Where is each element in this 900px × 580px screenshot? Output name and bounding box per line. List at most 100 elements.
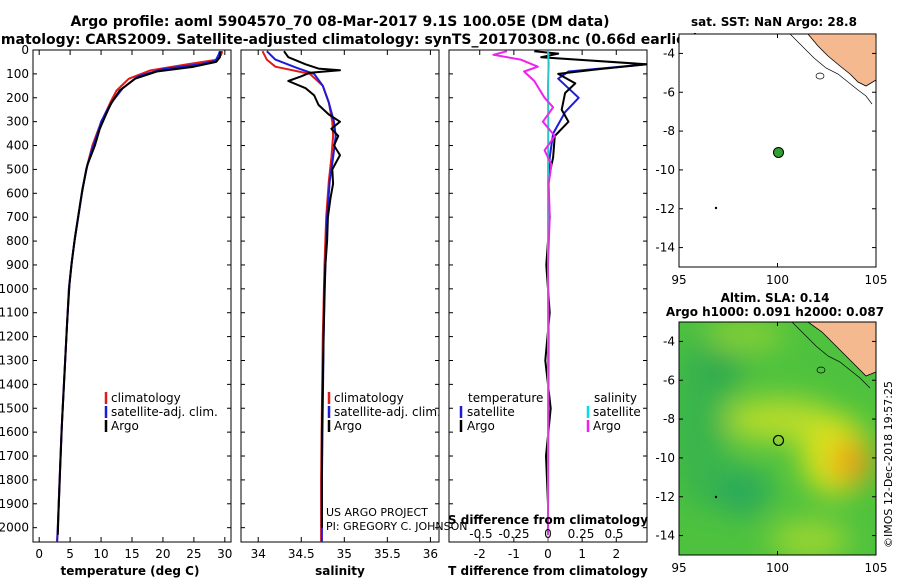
s-tick-label: 0.5 (604, 527, 623, 541)
temperature-axis-label: temperature (deg C) (61, 564, 200, 578)
y-tick-label: 1400 (0, 377, 29, 391)
salinity-axis-label: salinity (315, 564, 365, 578)
series-line-satellite-adj-clim- (266, 50, 337, 542)
island-contour (816, 366, 826, 374)
y-tick-label: 900 (6, 258, 29, 272)
land-mass (807, 322, 876, 377)
longitude-tick-label: 105 (865, 561, 888, 575)
y-tick-label: 600 (6, 186, 29, 200)
x-tick-label: 1 (578, 547, 586, 561)
difference-profiles (492, 50, 647, 542)
latitude-tick-label: -4 (663, 46, 675, 60)
x-tick-label: 35 (337, 547, 352, 561)
difference-panel: -2 -1 0 1 2 S difference from climatology -0… (448, 49, 648, 578)
series-line-s-argo (492, 50, 556, 535)
s-difference-axis: S difference from climatology -0.5 -0.25… (448, 513, 648, 541)
temperature-axes-box (32, 49, 232, 543)
salinity-legend: climatology satellite-adj. clim. Argo (327, 391, 441, 433)
latitude-tick-label: -8 (663, 124, 675, 138)
coastline-contour (791, 322, 871, 389)
series-line-t-argo (534, 50, 647, 528)
series-line-satellite-adj-clim- (56, 50, 221, 542)
sla-map-panel: Altim. SLA: 0.14 Argo h1000: 0.091 h2000… (655, 291, 887, 575)
x-tick-label: 5 (66, 547, 74, 561)
temperature-x-axis: 0 5 10 15 20 25 30 (35, 50, 232, 561)
island-contour (815, 72, 825, 80)
legend-label-t-argo: Argo (467, 419, 495, 433)
x-tick-label: 15 (124, 547, 139, 561)
y-tick-label: 700 (6, 210, 29, 224)
sst-map-panel: sat. SST: NaN Argo: 28.8 -4 -6 -8 -10 -12 -14… (655, 15, 887, 287)
latitude-tick-label: -4 (663, 334, 675, 348)
legend-label-climatology: climatology (111, 391, 181, 405)
temperature-panel: 0100200300400500600700800900100011001200… (0, 43, 232, 578)
legend-label-satellite: satellite-adj. clim. (111, 405, 218, 419)
salinity-axes-box (240, 49, 440, 543)
legend-label-climatology: climatology (334, 391, 404, 405)
y-tick-label: 1000 (0, 282, 29, 296)
latitude-tick-label: -10 (655, 163, 675, 177)
sla-map-axes: -4 -6 -8 -10 -12 -14 95 100 105 (655, 322, 887, 575)
y-tick-label: 200 (6, 91, 29, 105)
longitude-tick-label: 100 (766, 273, 789, 287)
s-tick-label: 0.25 (568, 527, 595, 541)
y-tick-label: 1900 (0, 497, 29, 511)
y-tick-label: 0 (21, 43, 29, 57)
x-tick-label: 0 (544, 547, 552, 561)
series-line-argo (283, 50, 341, 528)
latitude-tick-label: -12 (655, 202, 675, 216)
x-tick-label: 10 (93, 547, 108, 561)
series-line-climatology (56, 50, 224, 542)
longitude-tick-label: 95 (671, 273, 686, 287)
x-tick-label: 2 (612, 547, 620, 561)
y-tick-label: 800 (6, 234, 29, 248)
y-tick-label: 400 (6, 139, 29, 153)
y-tick-label: 1700 (0, 449, 29, 463)
sla-heatmap (679, 322, 876, 555)
latitude-tick-label: -12 (655, 490, 675, 504)
y-tick-label: 500 (6, 162, 29, 176)
latitude-tick-label: -14 (655, 529, 675, 543)
s-difference-label: S difference from climatology (448, 513, 648, 527)
y-tick-label: 2000 (0, 521, 29, 535)
latitude-tick-label: -10 (655, 451, 675, 465)
x-tick-label: 34 (251, 547, 266, 561)
island-dot (714, 206, 718, 210)
temperature-profiles (56, 50, 224, 542)
s-tick-label: -0.5 (469, 527, 492, 541)
salinity-y-ticks (241, 49, 439, 529)
sla-map-title: Altim. SLA: 0.14 (721, 291, 830, 305)
salinity-x-axis: 34 34.5 35 35.5 36 (251, 50, 438, 561)
y-tick-label: 1600 (0, 425, 29, 439)
pressure-axis: 0 100 200 300 400 500 600 700 800 900 1000 1100 1200… (0, 43, 231, 535)
sst-map-title: sat. SST: NaN Argo: 28.8 (691, 15, 857, 29)
coastline-contour (789, 33, 873, 105)
x-tick-label: 20 (155, 547, 170, 561)
legend-label-argo: Argo (111, 419, 139, 433)
series-line-t-satellite (547, 63, 647, 535)
sst-map-axes: -4 -6 -8 -10 -12 -14 95 100 105 (655, 34, 887, 287)
difference-legend: temperature salinity satellite Argo sate… (459, 391, 641, 433)
y-tick-label: 1200 (0, 330, 29, 344)
project-credit: US ARGO PROJECT (326, 506, 428, 519)
imos-credit: ©IMOS 12-Dec-2018 19:57:25 (882, 381, 895, 548)
difference-y-ticks (449, 49, 647, 529)
y-tick-label: 100 (6, 67, 29, 81)
s-tick-label: 0 (544, 527, 552, 541)
island-dot (714, 495, 718, 499)
y-tick-label: 1300 (0, 353, 29, 367)
legend-title-salinity: salinity (594, 391, 637, 405)
x-tick-label: 34.5 (288, 547, 315, 561)
figure-title-line2: Climatology: CARS2009. Satellite-adjuste… (0, 32, 699, 48)
series-line-argo (56, 51, 222, 535)
legend-label-s-satellite: satellite (593, 405, 641, 419)
y-tick-label: 1800 (0, 473, 29, 487)
legend-label-t-satellite: satellite (467, 405, 515, 419)
x-tick-label: -1 (508, 547, 520, 561)
longitude-tick-label: 95 (671, 561, 686, 575)
longitude-tick-label: 100 (766, 561, 789, 575)
pi-credit: PI: GREGORY C. JOHNSON (326, 520, 467, 533)
land-mass (807, 33, 877, 87)
x-tick-label: 30 (217, 547, 232, 561)
